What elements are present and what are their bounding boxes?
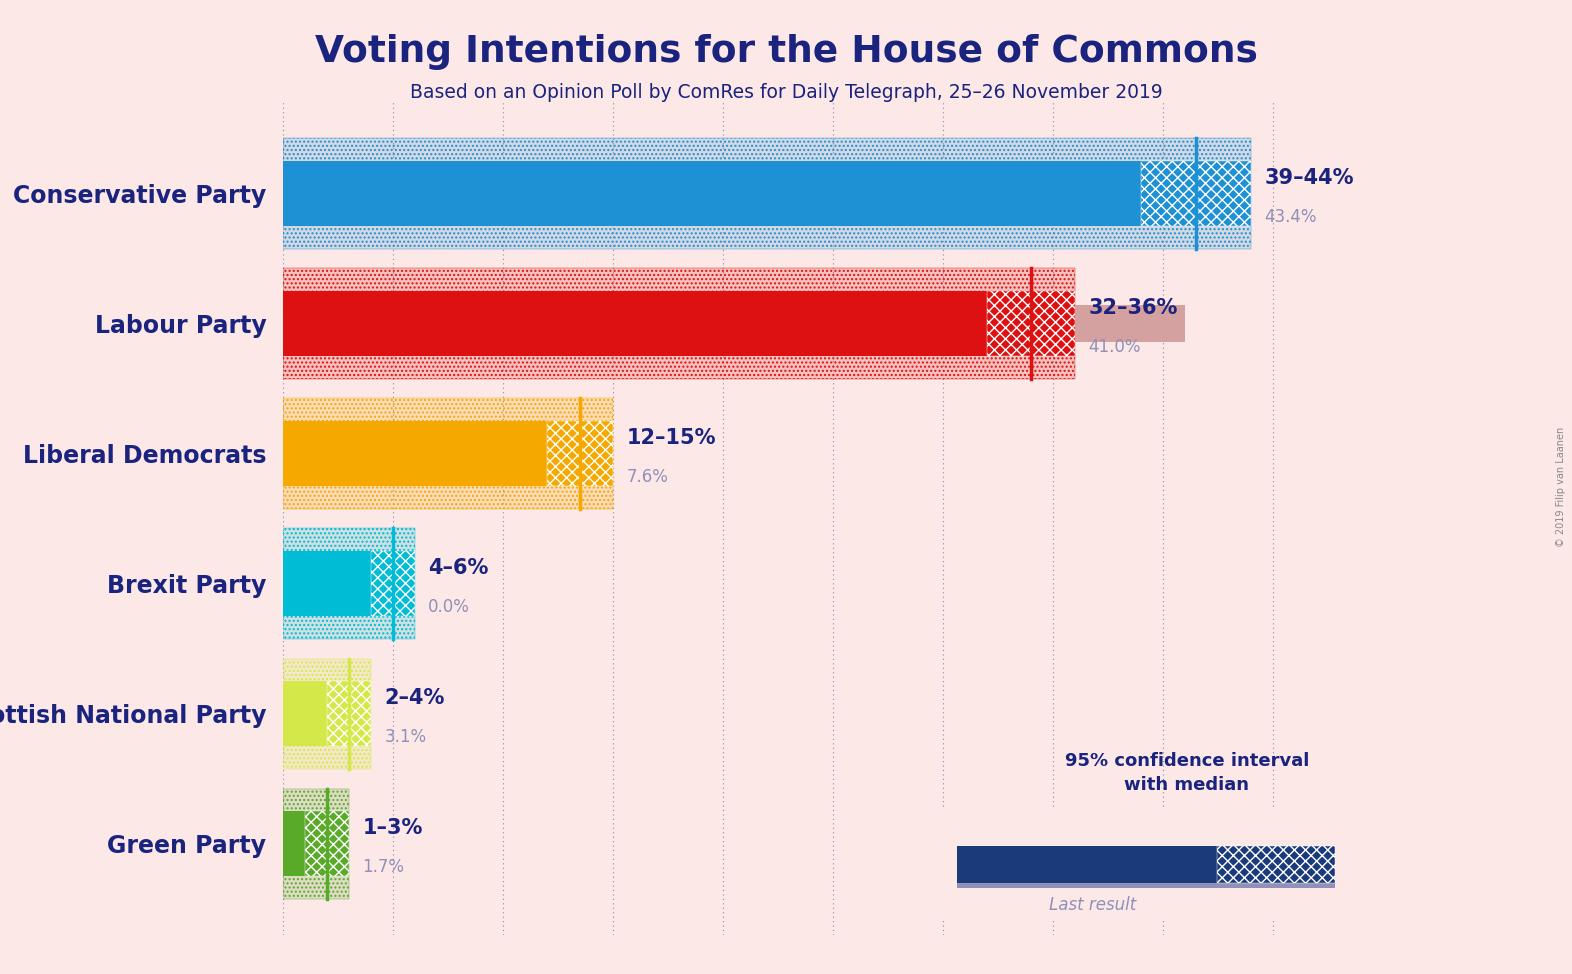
Bar xyxy=(283,789,349,899)
Text: 95% confidence interval
with median: 95% confidence interval with median xyxy=(1064,752,1309,794)
Text: 2–4%: 2–4% xyxy=(384,689,445,708)
Text: 3.1%: 3.1% xyxy=(384,729,426,746)
Bar xyxy=(371,551,415,617)
Bar xyxy=(305,811,349,877)
Bar xyxy=(283,268,1075,379)
Bar xyxy=(283,175,1239,211)
Bar xyxy=(327,681,371,746)
Bar xyxy=(283,268,1075,379)
Bar xyxy=(283,398,613,508)
Text: 7.6%: 7.6% xyxy=(626,468,668,486)
Bar xyxy=(283,398,613,508)
Bar xyxy=(957,873,1335,888)
Text: 43.4%: 43.4% xyxy=(1264,207,1317,226)
Text: 1.7%: 1.7% xyxy=(362,858,404,877)
Text: 41.0%: 41.0% xyxy=(1088,338,1141,356)
Bar xyxy=(547,421,613,486)
Bar xyxy=(283,551,371,617)
Bar xyxy=(283,681,327,746)
Bar xyxy=(283,529,415,639)
Bar xyxy=(1217,846,1335,882)
Bar xyxy=(283,658,371,769)
Text: © 2019 Filip van Laanen: © 2019 Filip van Laanen xyxy=(1556,427,1566,547)
Bar xyxy=(283,161,1141,226)
Bar xyxy=(283,291,987,356)
Text: 12–15%: 12–15% xyxy=(626,428,715,448)
Bar xyxy=(283,811,305,877)
Bar xyxy=(283,658,371,769)
Text: Last result: Last result xyxy=(1049,896,1137,914)
Bar xyxy=(283,138,1251,248)
Text: 1–3%: 1–3% xyxy=(362,818,423,839)
Bar xyxy=(283,826,321,862)
Bar xyxy=(283,138,1251,248)
Bar xyxy=(283,435,450,471)
Bar xyxy=(1141,161,1251,226)
Text: Voting Intentions for the House of Commons: Voting Intentions for the House of Commo… xyxy=(314,34,1258,70)
Bar xyxy=(957,846,1217,882)
Bar xyxy=(283,789,349,899)
Text: 4–6%: 4–6% xyxy=(428,558,489,579)
Text: 32–36%: 32–36% xyxy=(1088,298,1177,318)
Bar xyxy=(283,695,351,732)
Text: 0.0%: 0.0% xyxy=(428,598,470,617)
Text: Based on an Opinion Poll by ComRes for Daily Telegraph, 25–26 November 2019: Based on an Opinion Poll by ComRes for D… xyxy=(410,83,1162,102)
Bar xyxy=(283,421,547,486)
Bar xyxy=(987,291,1075,356)
Text: 39–44%: 39–44% xyxy=(1264,168,1353,188)
Bar xyxy=(283,529,415,639)
Bar xyxy=(283,305,1185,342)
